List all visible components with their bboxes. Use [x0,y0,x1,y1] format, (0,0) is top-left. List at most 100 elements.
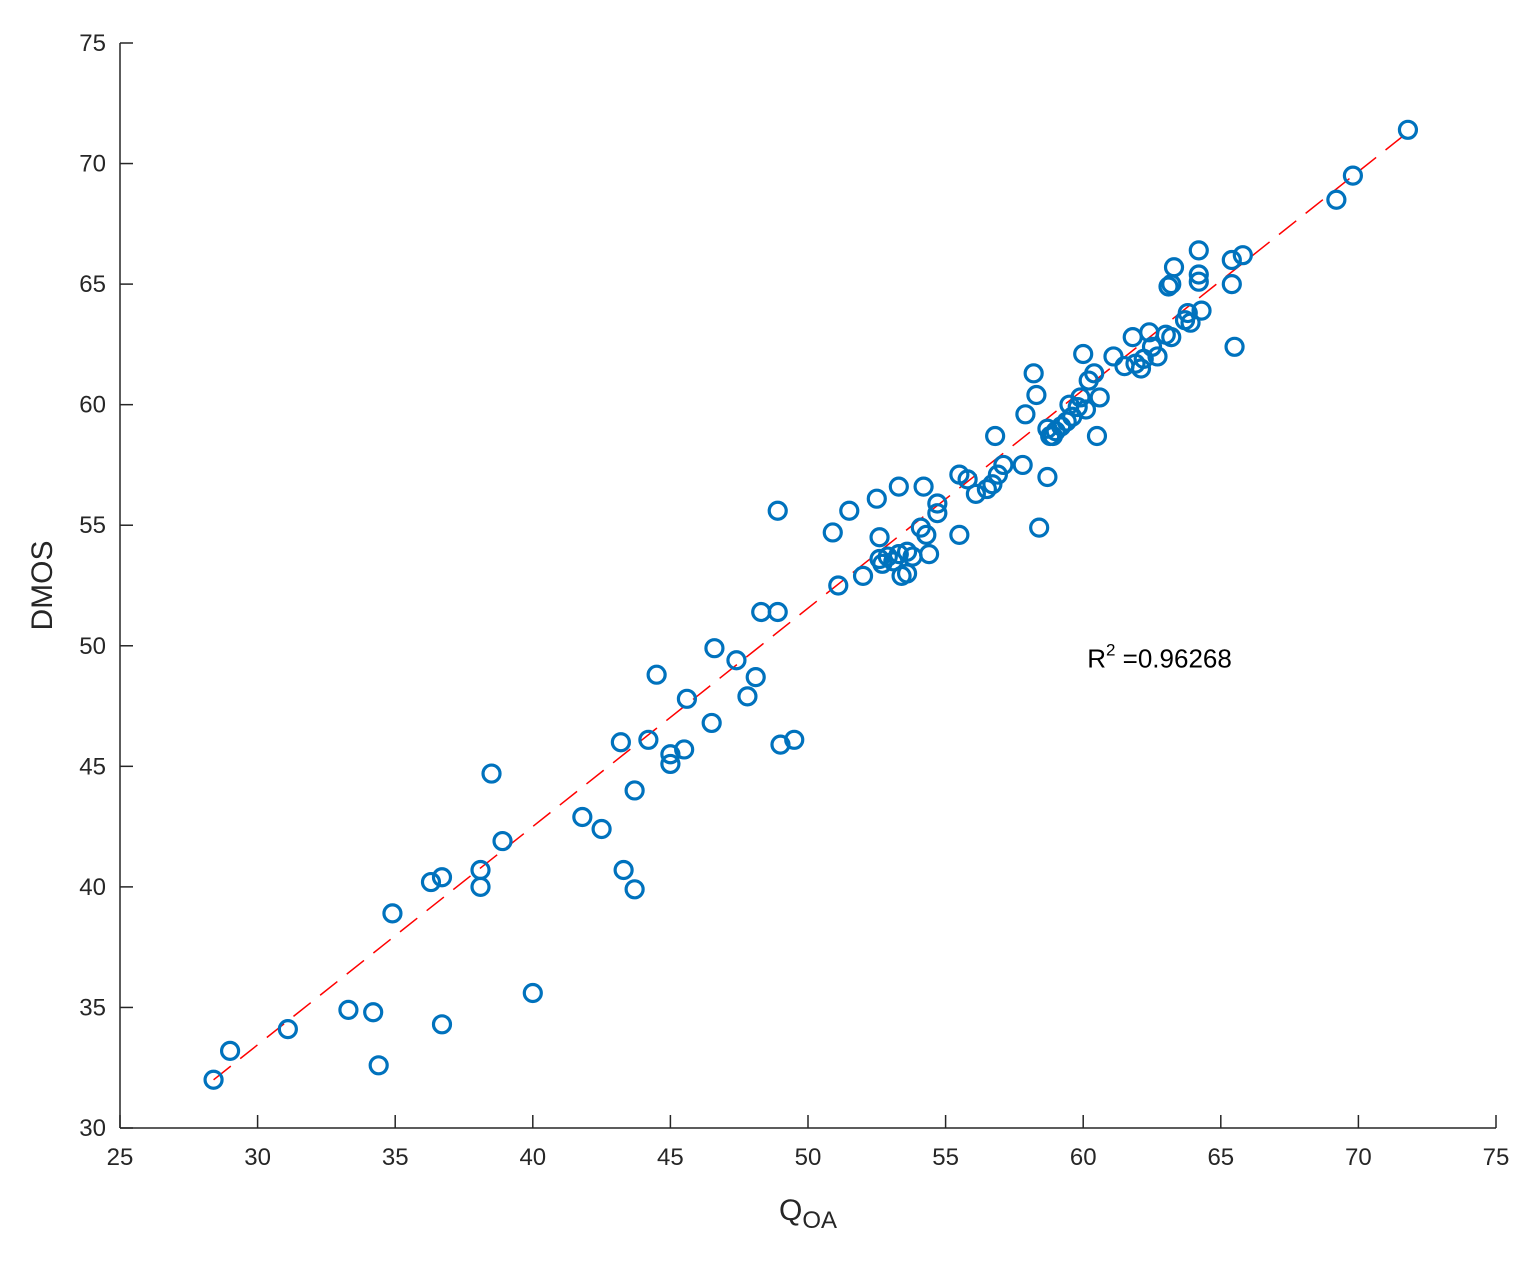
data-point [784,729,805,750]
data-point [431,1014,453,1035]
y-tick-label: 50 [79,633,106,660]
data-point [877,546,898,567]
data-point [985,425,1006,447]
data-point [1221,249,1242,271]
data-point [888,476,909,497]
data-point [1188,271,1209,292]
data-point [949,524,970,545]
data-point [1070,387,1091,408]
data-point [976,478,997,500]
data-point [1188,264,1209,285]
y-tick-label: 75 [79,30,106,57]
data-point [1089,387,1110,408]
data-point [993,454,1014,476]
x-tick-label: 55 [932,1144,959,1171]
x-tick-label: 75 [1483,1144,1510,1171]
fit-line-group [213,131,1409,1081]
x-axis-label: QOA [779,1194,837,1234]
data-point [646,664,667,685]
y-tick-label: 40 [79,874,106,901]
data-point [913,476,934,497]
data-point [1086,425,1108,447]
data-point [613,859,634,881]
data-point [767,500,788,521]
data-point [704,638,725,659]
r-squared-annotation: R2 =0.96268 [1087,640,1232,673]
r-squared-prefix: R [1087,643,1106,673]
data-point [822,522,843,543]
data-point [420,871,442,893]
data-point [1037,466,1058,488]
r-squared-superscript: 2 [1106,640,1115,659]
data-point [918,544,940,565]
y-tick-label: 70 [79,151,106,178]
data-point [1326,189,1347,210]
data-point [828,575,849,596]
data-point [203,1069,224,1090]
axes: 25 30 35 40 45 50 55 60 65 70 75303540455055606570… [79,30,1509,1171]
data-point [1397,119,1419,140]
data-point [1026,384,1047,406]
x-tick-label: 65 [1207,1144,1234,1171]
data-point [470,859,491,881]
y-axis-label: DMOS [26,541,59,631]
data-point [676,688,698,709]
x-tick-label: 50 [795,1144,822,1171]
data-point [492,830,513,852]
data-point [1224,336,1245,357]
data-point [277,1019,298,1040]
data-point [660,753,681,775]
data-point [701,712,722,734]
data-point [591,818,612,840]
data-point [1221,274,1242,295]
data-point [965,483,986,504]
data-point [624,879,645,900]
x-tick-label: 30 [244,1144,271,1171]
data-point [572,806,593,828]
data-point [726,650,747,671]
data-point [1073,343,1094,365]
data-point [1103,346,1124,367]
y-tick-label: 30 [79,1115,106,1142]
y-tick-label: 35 [79,994,106,1021]
data-point [1158,276,1179,297]
data-point [1015,404,1036,425]
data-point [927,493,948,514]
data-point [1161,327,1182,348]
data-point [1075,399,1097,420]
data-point [1023,363,1044,384]
data-point [1342,165,1363,186]
data-point [522,982,543,1004]
data-point [431,867,453,888]
y-tick-label: 60 [79,392,106,419]
data-point [745,667,766,688]
data-point [751,601,772,623]
data-point [219,1040,241,1061]
data-point [338,999,359,1020]
fit-line [213,131,1409,1081]
y-tick-label: 65 [79,271,106,298]
data-point [1232,245,1253,266]
x-axis-label-subscript: OA [802,1207,837,1234]
x-tick-label: 25 [107,1144,134,1171]
data-point [363,1002,384,1023]
data-point [1122,327,1143,348]
data-point [368,1055,389,1076]
data-point [1177,302,1198,324]
data-point [610,732,631,753]
data-point [674,739,695,760]
data-point [624,780,645,801]
data-point [1029,517,1050,538]
data-point [1084,363,1105,384]
data-point [888,544,909,565]
data-point [896,541,918,562]
data-point [852,565,874,586]
data-point [1147,346,1168,367]
data-point [1191,300,1212,321]
data-point [638,729,659,750]
data-point [916,524,937,545]
data-point [1188,240,1209,261]
data-point [927,503,948,524]
data-point [866,488,887,509]
data-point [869,527,890,548]
